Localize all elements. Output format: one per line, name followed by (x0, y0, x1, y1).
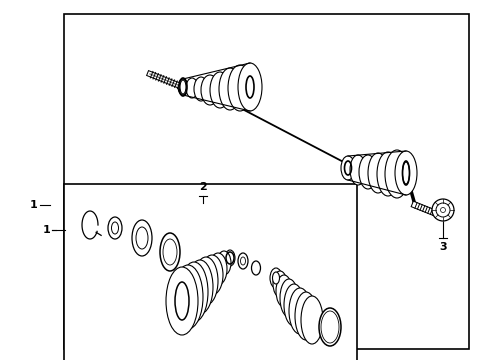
Ellipse shape (431, 199, 453, 221)
Ellipse shape (132, 220, 152, 256)
Ellipse shape (284, 284, 304, 326)
Ellipse shape (402, 162, 408, 184)
Text: 2: 2 (199, 182, 206, 192)
Ellipse shape (358, 155, 376, 189)
Ellipse shape (301, 296, 323, 344)
Ellipse shape (280, 279, 297, 317)
Ellipse shape (367, 153, 387, 193)
Ellipse shape (163, 239, 177, 265)
Ellipse shape (435, 203, 449, 217)
Ellipse shape (194, 77, 207, 101)
Ellipse shape (384, 150, 408, 198)
Ellipse shape (440, 207, 445, 212)
Ellipse shape (376, 152, 398, 196)
Ellipse shape (160, 233, 180, 271)
Ellipse shape (173, 265, 203, 329)
Ellipse shape (224, 250, 235, 266)
Ellipse shape (165, 267, 198, 335)
Ellipse shape (219, 68, 241, 110)
Text: 1: 1 (42, 225, 50, 235)
Ellipse shape (111, 222, 118, 234)
Ellipse shape (178, 79, 187, 95)
Ellipse shape (238, 63, 262, 111)
Ellipse shape (251, 261, 260, 275)
Bar (63, 184, 356, 360)
Ellipse shape (238, 253, 247, 269)
Ellipse shape (180, 80, 185, 94)
Ellipse shape (217, 251, 230, 275)
Ellipse shape (269, 268, 282, 288)
Ellipse shape (275, 275, 291, 307)
Ellipse shape (186, 260, 213, 314)
Ellipse shape (201, 255, 223, 295)
Text: 1: 1 (30, 200, 38, 210)
Ellipse shape (349, 155, 365, 185)
Ellipse shape (227, 65, 251, 111)
Ellipse shape (340, 156, 354, 180)
Ellipse shape (136, 227, 148, 249)
Ellipse shape (318, 308, 340, 346)
Ellipse shape (272, 272, 279, 284)
Ellipse shape (185, 78, 198, 98)
Ellipse shape (240, 257, 245, 265)
Ellipse shape (288, 288, 310, 334)
Ellipse shape (201, 75, 219, 105)
Ellipse shape (208, 253, 226, 285)
Ellipse shape (108, 217, 122, 239)
Bar (63, 14, 468, 349)
Text: 3: 3 (438, 242, 446, 252)
Ellipse shape (194, 257, 218, 305)
Ellipse shape (272, 271, 286, 297)
Ellipse shape (209, 72, 229, 108)
Ellipse shape (320, 311, 338, 343)
Ellipse shape (394, 151, 416, 195)
Ellipse shape (294, 292, 316, 340)
Ellipse shape (180, 262, 207, 322)
